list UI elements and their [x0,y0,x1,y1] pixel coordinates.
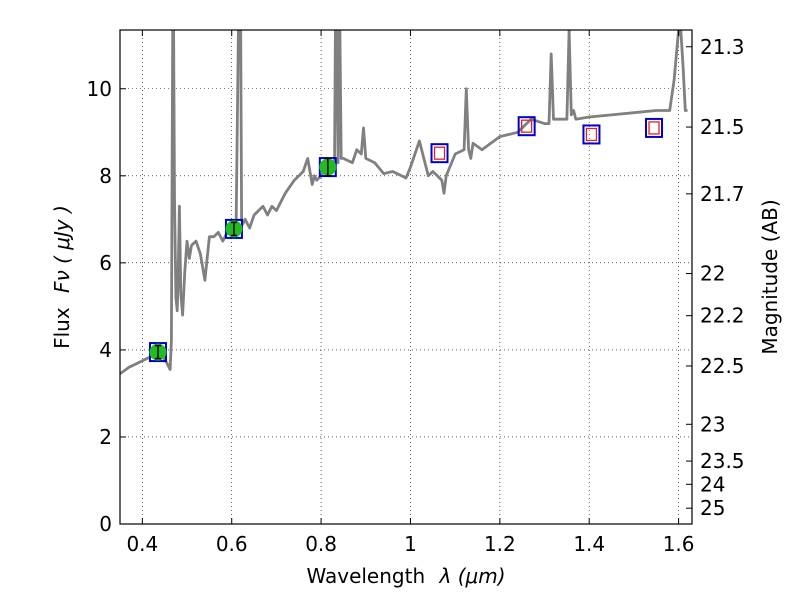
upper-limit-marker [521,119,533,133]
magnitude-tick-label: 22.2 [700,304,745,328]
x-axis-label-text: Wavelength [306,564,425,588]
model-point-box [645,117,664,138]
x-tick-label: 0.6 [216,532,248,556]
magnitude-tick-label: 21.7 [700,182,745,206]
magnitude-tick-label: 21.5 [700,115,745,139]
upper-limit-marker [433,146,446,160]
y-axis-label: Flux Fν ( μJy ) [50,205,74,349]
y-axis-label-symbol: Fν ( μJy ) [50,205,74,293]
magnitude-tick-label: 24 [700,472,725,496]
y-tick-label: 2 [99,425,112,449]
model-point-box [582,124,601,145]
axis-ticks: 0.4 0.6 0.8 1 1.2 1.4 1.6024681021.321.521.722… [87,30,745,556]
data-layer [120,30,688,375]
upper-limit-marker [585,127,598,142]
x-tick-label: 1.6 [663,532,695,556]
magnitude-tick-label: 25 [700,496,725,520]
upper-limit-marker [648,121,660,135]
y-tick-label: 6 [99,251,112,275]
magnitude-tick-label: 21.3 [700,35,745,59]
x-tick-label: 1 [404,532,417,556]
magnitude-tick-label: 23.5 [700,449,745,473]
magnitude-tick-label: 22 [700,262,725,286]
y-tick-label: 0 [99,512,112,536]
x-tick-label: 1.4 [573,532,605,556]
x-axis-label: Wavelength λ (μm) [306,564,505,588]
y-tick-label: 10 [87,77,112,101]
y-tick-label: 8 [99,164,112,188]
y-tick-label: 4 [99,338,112,362]
model-point-box [430,143,449,164]
y-axis-label-text: Flux [50,307,74,349]
plot-frame [119,29,693,525]
sed-spectrum-line [120,30,688,375]
x-axis-label-symbol: λ (μm) [439,564,506,588]
x-tick-label: 0.8 [305,532,337,556]
magnitude-tick-label: 23 [700,412,725,436]
model-point-box [517,116,536,137]
magnitude-axis-label: Magnitude (AB) [758,199,782,354]
x-tick-label: 0.4 [126,532,158,556]
magnitude-tick-label: 22.5 [700,354,745,378]
x-tick-label: 1.2 [484,532,516,556]
